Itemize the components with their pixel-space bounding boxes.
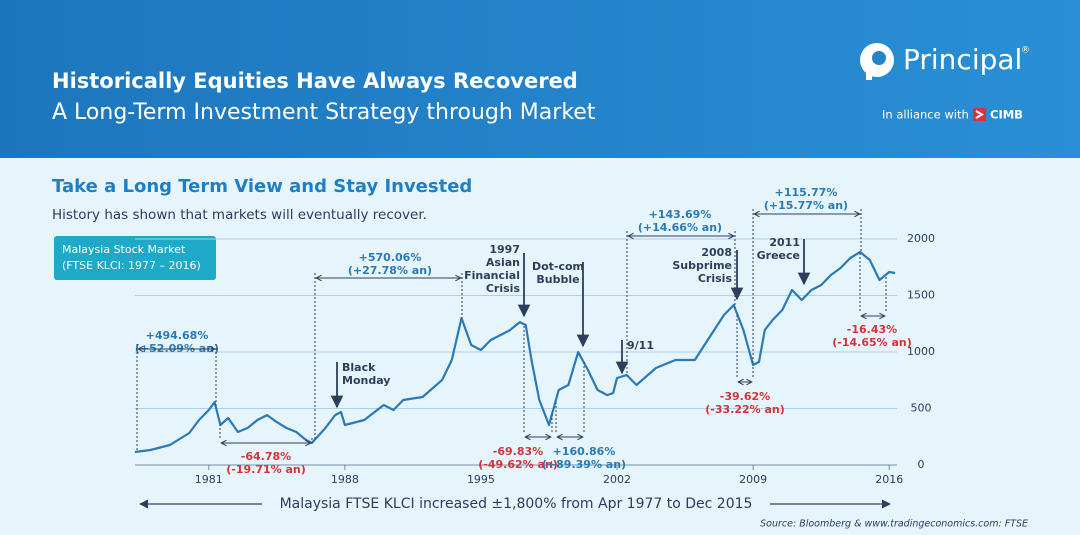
y-tick-label: 1000: [907, 345, 935, 358]
annotation-text: -39.62%: [720, 390, 770, 403]
annotation-text: +143.69%: [649, 208, 712, 221]
alliance-text: In alliance with: [882, 108, 969, 122]
annotation-text: -69.83%: [493, 445, 543, 458]
subtitle: A Long-Term Investment Strategy through …: [52, 100, 596, 125]
x-tick-label: 1988: [331, 473, 359, 486]
annotation-text: -16.43%: [847, 323, 897, 336]
logo-icon-hole: [872, 51, 886, 65]
y-tick-label: 1500: [907, 289, 935, 302]
title: Historically Equities Have Always Recove…: [52, 69, 578, 93]
event-label: Bubble: [536, 273, 579, 286]
event-label: Crisis: [698, 272, 733, 285]
chart-subtitle: History has shown that markets will even…: [52, 207, 427, 223]
x-tick-label: 2016: [875, 473, 903, 486]
logo: Principal ® In alliance with CIMB: [860, 43, 1030, 122]
annotation-text: -64.78%: [241, 450, 291, 463]
annotation-text: (-19.71% an): [226, 463, 306, 476]
legend-text: (FTSE KLCI: 1977 – 2016): [62, 259, 201, 272]
y-tick-label: 2000: [907, 232, 935, 245]
caption: Malaysia FTSE KLCI increased ±1,800% fro…: [280, 496, 753, 512]
registered-mark: ®: [1021, 46, 1030, 56]
brand: Principal: [903, 43, 1022, 76]
event-label: Dot-com: [532, 260, 584, 273]
x-tick-label: 1995: [467, 473, 495, 486]
event-label: 9/11: [627, 339, 654, 352]
event-label: Subprime: [672, 259, 732, 272]
annotation-text: (+15.77% an): [764, 199, 848, 212]
annotation-text: (-14.65% an): [832, 336, 912, 349]
event-label: Crisis: [486, 282, 521, 295]
event-label: Black: [342, 361, 376, 374]
annotation-text: (+89.39% an): [542, 458, 626, 471]
partner-icon: [973, 108, 986, 121]
event-label: 1997: [489, 243, 520, 256]
x-tick-label: 1981: [195, 473, 223, 486]
event-label: 2011: [769, 236, 800, 249]
source: Source: Bloomberg & www.tradingeconomics…: [760, 519, 1028, 530]
partner-icon-mark: [975, 110, 984, 119]
y-tick-label: 500: [911, 402, 932, 415]
chart-title: Take a Long Term View and Stay Invested: [52, 176, 472, 197]
x-tick-label: 2002: [603, 473, 631, 486]
event-label: 2008: [701, 246, 732, 259]
annotation-text: +494.68%: [146, 329, 209, 342]
annotation-text: +115.77%: [775, 186, 838, 199]
y-tick-label: 0: [918, 458, 925, 471]
annotation-text: (-49.62% an): [478, 458, 558, 471]
partner: CIMB: [990, 108, 1023, 122]
x-tick-label: 2009: [739, 473, 767, 486]
header-band: [0, 0, 1080, 158]
legend-box: [54, 236, 216, 280]
annotation-text: (+27.78% an): [348, 264, 432, 277]
logo-icon-stem: [866, 60, 872, 80]
index-line: [134, 250, 896, 454]
event-label: Greece: [757, 249, 800, 262]
legend-text: Malaysia Stock Market: [62, 243, 186, 256]
event-label: Financial: [464, 269, 520, 282]
annotation-text: (-33.22% an): [705, 403, 785, 416]
annotation-text: (+14.66% an): [638, 221, 722, 234]
event-label: Asian: [486, 256, 520, 269]
annotation-text: +160.86%: [553, 445, 616, 458]
event-label: Monday: [342, 374, 390, 387]
annotation-text: +570.06%: [359, 251, 422, 264]
